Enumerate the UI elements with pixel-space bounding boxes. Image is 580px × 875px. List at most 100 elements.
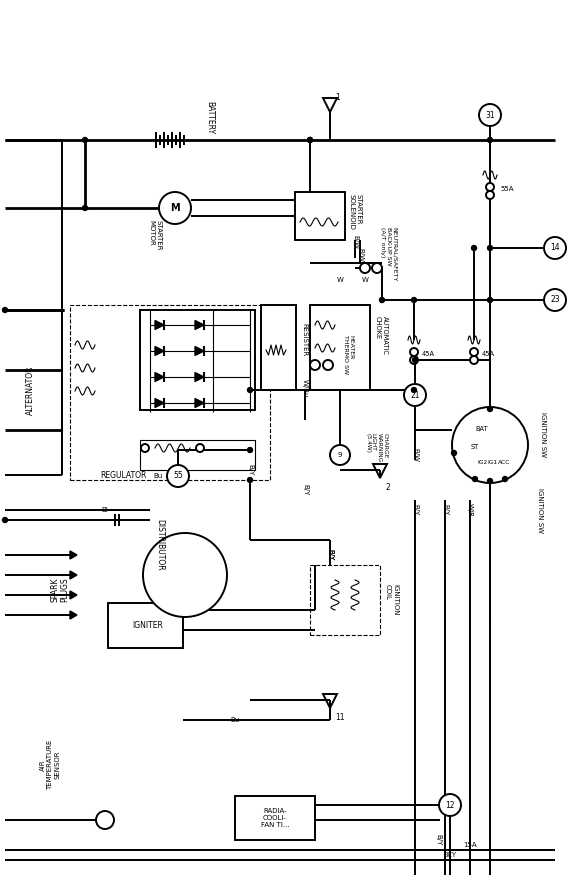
Text: NEUTRAL/SAFETY
BACK-UP SW
(A/T only): NEUTRAL/SAFETY BACK-UP SW (A/T only) [380,227,397,281]
Text: BCY: BCY [444,852,456,858]
Text: B/Y: B/Y [247,465,253,476]
Polygon shape [195,346,204,355]
Circle shape [307,137,313,143]
Text: ALTERNATOR: ALTERNATOR [26,365,34,415]
Circle shape [404,384,426,406]
Text: B/Y: B/Y [327,550,333,561]
Circle shape [470,348,478,356]
Circle shape [167,465,189,487]
Text: SPARK
PLUGS: SPARK PLUGS [50,578,70,602]
Circle shape [323,360,333,370]
Text: IG1: IG1 [487,460,497,466]
Circle shape [486,183,494,191]
Circle shape [196,444,204,452]
Text: 21: 21 [410,390,420,400]
Text: 11: 11 [335,713,345,723]
Text: Bu: Bu [154,473,163,479]
Text: RESISTER: RESISTER [301,324,307,357]
Text: IG2: IG2 [477,460,487,466]
Circle shape [248,478,252,482]
Circle shape [488,137,492,143]
Circle shape [330,445,350,465]
Text: Bl: Bl [102,507,108,513]
Circle shape [310,360,320,370]
Text: B/Y: B/Y [442,504,448,515]
Circle shape [488,246,492,250]
Text: 31: 31 [485,110,495,120]
Text: 15A: 15A [463,842,477,848]
Polygon shape [155,398,164,408]
Text: IGNITER: IGNITER [133,620,164,629]
Circle shape [451,451,456,456]
Circle shape [410,348,418,356]
Bar [70,305,270,480]
Text: STARTER
SOLENOID: STARTER SOLENOID [348,194,361,230]
Polygon shape [155,373,164,382]
Text: RADIA-
COOLI-
FAN TI...: RADIA- COOLI- FAN TI... [260,808,289,828]
Text: CHARGE
WARNING
LIGHT
(3.4W): CHARGE WARNING LIGHT (3.4W) [365,433,387,463]
Text: 1: 1 [335,94,340,102]
Polygon shape [70,591,77,599]
Circle shape [379,298,385,303]
Text: REGULATOR: REGULATOR [100,471,146,480]
Circle shape [502,477,508,481]
Text: BATTERY: BATTERY [205,102,214,135]
Polygon shape [195,398,204,408]
Text: 45A: 45A [482,351,495,357]
Circle shape [412,358,418,362]
Circle shape [488,479,492,484]
Text: 14: 14 [550,243,560,253]
Text: 12: 12 [445,801,455,809]
Circle shape [248,447,252,452]
Text: 2: 2 [385,484,390,493]
Circle shape [372,263,382,273]
Circle shape [544,289,566,311]
Circle shape [411,298,416,303]
Polygon shape [70,611,77,619]
Text: 45A: 45A [422,351,435,357]
Text: AIR
TEMPERATURE
SENSOR: AIR TEMPERATURE SENSOR [40,740,60,790]
Bar [310,305,370,390]
Bar [261,305,296,390]
Text: B/W: B/W [412,448,418,462]
Circle shape [470,356,478,364]
Text: DISTRIBUTOR: DISTRIBUTOR [155,519,164,570]
Bar [295,192,345,240]
Circle shape [411,388,416,393]
Text: B/Y: B/Y [435,835,441,845]
Text: M: M [170,203,180,213]
Polygon shape [155,346,164,355]
Circle shape [486,191,494,199]
Polygon shape [70,551,77,559]
Circle shape [488,407,492,411]
Text: 55A: 55A [500,186,513,192]
Text: 9: 9 [338,452,342,458]
Text: B/Y: B/Y [302,485,308,495]
Text: IGNITION
COIL: IGNITION COIL [385,584,398,616]
Bar [140,310,255,410]
Polygon shape [155,320,164,330]
Circle shape [410,356,418,364]
Text: STARTER
MOTOR: STARTER MOTOR [148,220,161,250]
Text: W/R: W/R [467,503,473,517]
Text: BAT: BAT [476,426,488,432]
Text: ST: ST [471,444,479,450]
Circle shape [473,477,477,481]
Bar [310,565,380,635]
Circle shape [2,307,8,312]
Bar [140,440,255,470]
Circle shape [452,407,528,483]
Circle shape [248,388,252,393]
Circle shape [96,811,114,829]
Circle shape [544,237,566,259]
Text: W: W [336,277,343,283]
Circle shape [479,104,501,126]
Text: ACC: ACC [498,460,510,466]
Circle shape [307,137,313,143]
Circle shape [439,794,461,816]
Text: B/Y: B/Y [412,504,418,515]
Circle shape [141,444,149,452]
Text: 55: 55 [173,472,183,480]
Circle shape [360,263,370,273]
Text: IGNITION SW: IGNITION SW [540,412,546,458]
